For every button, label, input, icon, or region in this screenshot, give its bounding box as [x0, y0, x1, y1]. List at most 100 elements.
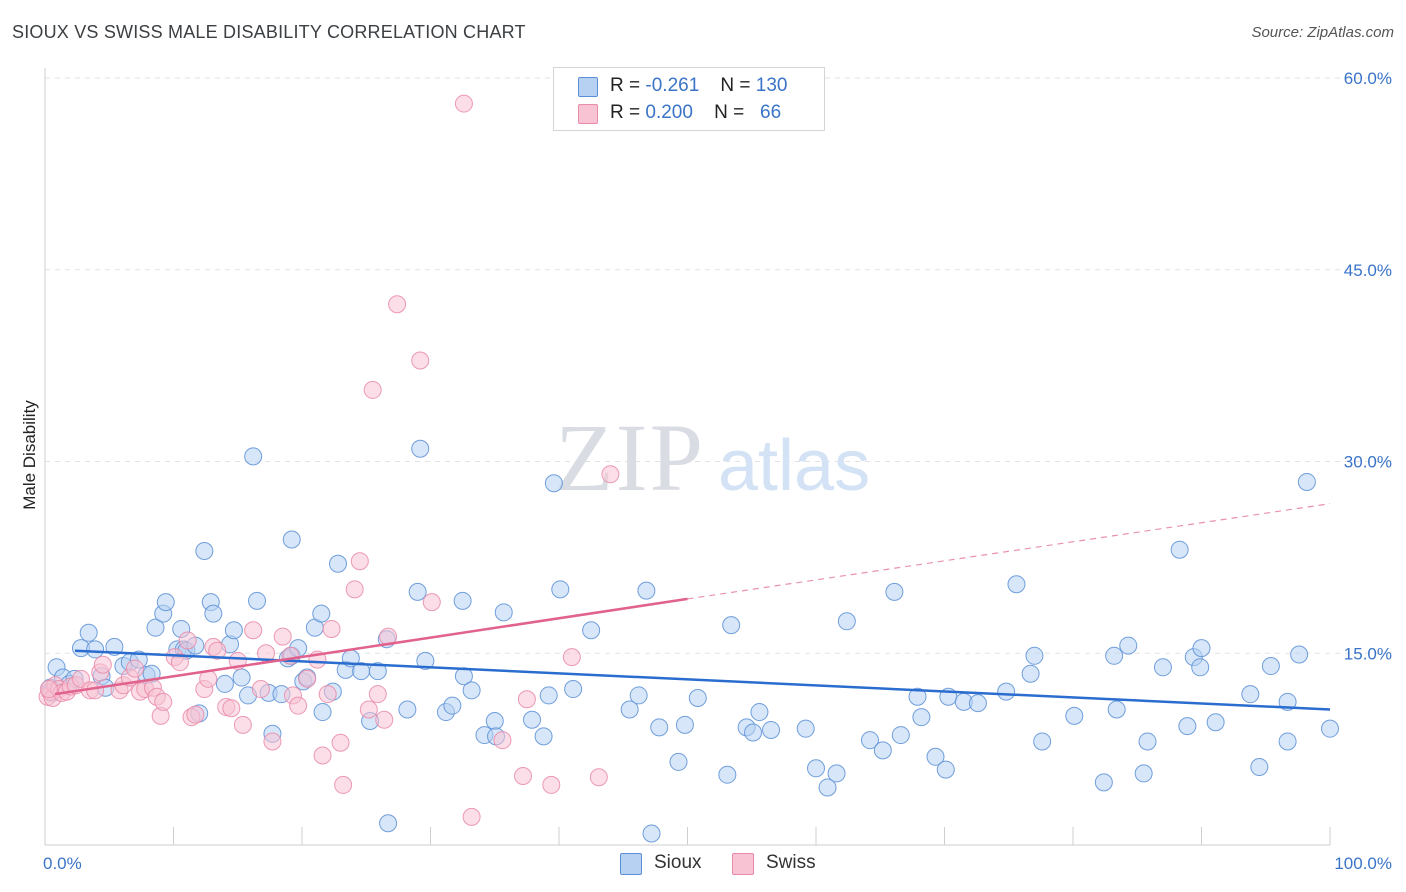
swiss-point [334, 775, 353, 794]
swiss-point [298, 669, 317, 688]
n-value: 130 [755, 75, 788, 96]
sioux-point [146, 618, 165, 637]
swiss-point [313, 746, 332, 765]
swiss-point [375, 710, 394, 729]
sioux-swatch [578, 77, 598, 97]
sioux-point [1021, 664, 1040, 683]
legend-label-swiss: Swiss [766, 852, 816, 873]
x-tick-label: 100.0% [1334, 854, 1392, 873]
sioux-point [312, 604, 331, 623]
sioux-point [215, 674, 234, 693]
sioux-point [379, 814, 398, 833]
sioux-point [248, 591, 267, 610]
svg-text:ZIP: ZIP [555, 404, 705, 511]
swiss-point [411, 351, 430, 370]
sioux-point [204, 604, 223, 623]
y-tick-label: 30.0% [1344, 453, 1392, 472]
swiss-point [542, 775, 561, 794]
sioux-point [675, 715, 694, 734]
sioux-point [837, 612, 856, 631]
swiss-point [233, 715, 252, 734]
swiss-point [422, 593, 441, 612]
sioux-point [750, 703, 769, 722]
sioux-point [485, 712, 504, 731]
axes [44, 68, 1331, 846]
x-tick-label: 0.0% [43, 854, 82, 873]
stats-legend: R = -0.261 N = 130 R = 0.200 N = 66 [553, 67, 825, 131]
swiss-point [562, 648, 581, 667]
sioux-point [912, 708, 931, 727]
sioux-point [1134, 764, 1153, 783]
sioux-point [891, 726, 910, 745]
sioux-point [86, 640, 105, 659]
swiss-point [178, 631, 197, 650]
swiss-point [345, 580, 364, 599]
sioux-point [411, 439, 430, 458]
sioux-point [551, 580, 570, 599]
swiss-point [359, 700, 378, 719]
swiss-point [39, 680, 58, 699]
chart-title: SIOUX VS SWISS MALE DISABILITY CORRELATI… [12, 22, 526, 42]
swiss-point [601, 465, 620, 484]
sioux-point [416, 651, 435, 670]
sioux-point [443, 696, 462, 715]
swiss-point [86, 681, 105, 700]
sioux-point [156, 593, 175, 612]
swiss-point [462, 807, 481, 826]
y-axis-label: Male Disability [20, 400, 39, 510]
sioux-point [1153, 658, 1172, 677]
sioux-point [1297, 472, 1316, 491]
sioux-point [936, 760, 955, 779]
sioux-point [368, 662, 387, 681]
sioux-point [796, 719, 815, 738]
sioux-point [1191, 658, 1210, 677]
sioux-point [1192, 639, 1211, 658]
sioux-point [908, 687, 927, 706]
sioux-point [1007, 575, 1026, 594]
sioux-point [1261, 657, 1280, 676]
sioux-point [313, 703, 332, 722]
sioux-point [722, 616, 741, 635]
sioux-point [408, 582, 427, 601]
r-value: 0.200 [645, 102, 693, 123]
sioux-point [1033, 732, 1052, 751]
sioux-point [1321, 719, 1339, 738]
sioux-point [762, 720, 781, 739]
n-value: 66 [760, 102, 782, 123]
sioux-point [1170, 540, 1189, 559]
sioux-point [873, 741, 892, 760]
sioux-point [564, 680, 583, 699]
r-label: R = [610, 75, 641, 96]
sioux-point [1094, 773, 1113, 792]
sioux-point [582, 621, 601, 640]
r-value: -0.261 [645, 75, 700, 96]
sioux-point [926, 747, 945, 766]
zipatlas-watermark: ZIP atlas [555, 404, 870, 511]
sioux-point [539, 686, 558, 705]
sioux-point [494, 603, 513, 622]
sioux-point [1206, 713, 1225, 732]
y-tick-label: 45.0% [1344, 261, 1392, 280]
sioux-point [534, 727, 553, 746]
swiss-point [154, 692, 173, 711]
swiss-point [170, 653, 189, 672]
swiss-point [514, 766, 533, 785]
sioux-point [462, 681, 481, 700]
sioux-point [523, 710, 542, 729]
source-label: Source: ZipAtlas.com [1251, 24, 1394, 41]
sioux-point [282, 530, 301, 549]
sioux-point [1278, 732, 1297, 751]
sioux-point [1025, 646, 1044, 665]
grid-lines [45, 77, 1392, 654]
swiss-point [368, 685, 387, 704]
swiss-point [289, 696, 308, 715]
sioux-point [1178, 717, 1197, 736]
swiss-point [322, 619, 341, 638]
sioux-point [232, 668, 251, 687]
sioux-point [195, 541, 214, 560]
sioux-point [1065, 706, 1084, 725]
r-label: R = [610, 102, 641, 123]
sioux-point [1105, 646, 1124, 665]
sioux-point [544, 474, 563, 493]
